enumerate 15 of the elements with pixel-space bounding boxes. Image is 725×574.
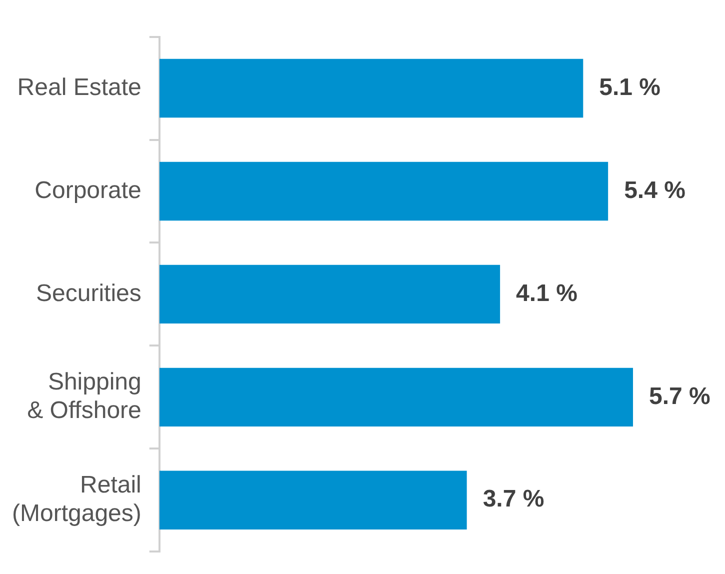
- y-tick-label: Corporate: [34, 176, 142, 204]
- bar: [159, 368, 633, 427]
- bar: [159, 264, 500, 324]
- data-label: 4.1 %: [516, 280, 578, 307]
- y-tick-label: Shipping & Offshore: [27, 368, 142, 424]
- data-label: 5.7 %: [649, 382, 710, 410]
- bar: [159, 470, 467, 530]
- bar: [159, 58, 584, 118]
- data-label: 5.4 %: [624, 176, 686, 204]
- data-label: 3.7 %: [482, 486, 544, 513]
- bar: [159, 162, 608, 221]
- y-tick-label: Real Estate: [17, 74, 142, 101]
- y-tick-label: Retail (Mortgages): [12, 471, 142, 528]
- data-label: 5.1 %: [599, 74, 661, 101]
- y-tick-label: Securities: [36, 280, 142, 307]
